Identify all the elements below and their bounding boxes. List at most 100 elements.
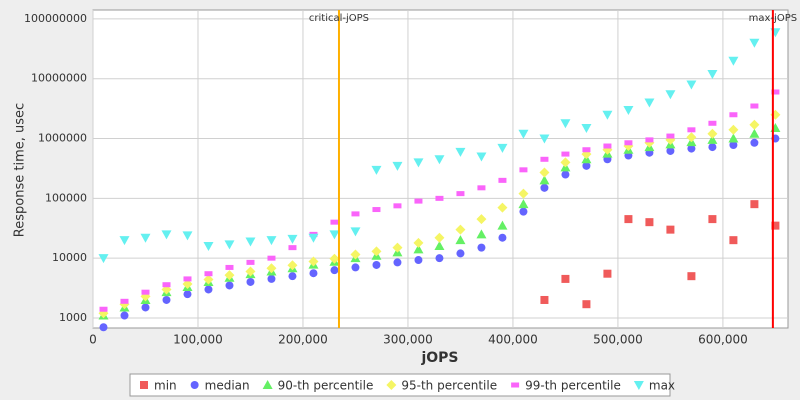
y-tick-label: 100000: [45, 191, 87, 204]
legend-marker: [190, 381, 199, 389]
point: [266, 263, 277, 274]
point: [456, 191, 465, 197]
point: [455, 224, 466, 235]
point: [287, 234, 298, 244]
point: [561, 170, 570, 179]
point: [749, 128, 760, 138]
point: [308, 256, 319, 267]
point: [246, 277, 255, 286]
point: [455, 235, 466, 245]
point: [351, 211, 360, 217]
legend-label: min: [154, 379, 177, 393]
point: [708, 215, 717, 224]
point: [288, 245, 297, 251]
point: [99, 323, 108, 332]
point: [203, 274, 214, 285]
point: [666, 146, 675, 155]
point: [729, 236, 738, 245]
point: [413, 158, 424, 168]
point: [266, 236, 277, 246]
point: [329, 230, 340, 240]
point: [246, 259, 255, 265]
point: [225, 264, 234, 270]
point: [749, 119, 760, 130]
legend-marker: [386, 380, 397, 390]
point: [350, 227, 361, 237]
point: [771, 221, 780, 230]
point: [728, 124, 739, 135]
legend-label: 90-th percentile: [278, 379, 374, 393]
point: [120, 298, 129, 304]
point: [476, 229, 487, 239]
point: [372, 207, 381, 213]
point: [434, 232, 445, 243]
point: [582, 300, 591, 309]
point: [434, 240, 445, 250]
point: [182, 278, 193, 289]
point: [665, 90, 676, 100]
point: [287, 260, 298, 271]
point: [371, 165, 382, 175]
point: [183, 290, 192, 299]
point: [749, 38, 760, 48]
point: [687, 144, 696, 153]
point: [645, 137, 654, 143]
point: [329, 253, 340, 264]
plot-area: [92, 9, 789, 329]
x-tick-label: 500,000: [593, 333, 643, 347]
point: [519, 167, 528, 173]
point: [666, 133, 675, 139]
point: [623, 106, 634, 116]
point: [141, 289, 150, 295]
point: [434, 155, 445, 165]
point: [497, 143, 508, 153]
x-tick-label: 400,000: [488, 333, 538, 347]
legend: [129, 373, 671, 397]
point: [476, 152, 487, 162]
point: [225, 281, 234, 290]
point: [141, 303, 150, 312]
x-tick-label: 100,000: [173, 333, 223, 347]
y-tick-label: 10000000: [31, 72, 87, 85]
y-tick-label: 1000: [59, 311, 87, 324]
point: [729, 112, 738, 118]
legend-marker: [140, 381, 148, 389]
point: [98, 254, 109, 264]
point: [435, 195, 444, 201]
point: [603, 269, 612, 278]
point: [729, 141, 738, 150]
point: [245, 266, 256, 277]
point: [518, 188, 529, 199]
point: [414, 198, 423, 204]
point: [350, 249, 361, 260]
point: [686, 80, 697, 90]
x-tick-label: 0: [89, 333, 97, 347]
point: [224, 270, 235, 281]
point: [477, 185, 486, 191]
point: [707, 134, 718, 144]
point: [99, 306, 108, 312]
x-tick-label: 600,000: [698, 333, 748, 347]
point: [561, 151, 570, 157]
point: [267, 255, 276, 261]
point: [750, 138, 759, 147]
point: [308, 233, 319, 243]
point: [707, 70, 718, 80]
point: [750, 103, 759, 109]
point: [540, 156, 549, 162]
legend-marker: [633, 381, 644, 390]
point: [161, 230, 172, 240]
point: [455, 147, 466, 157]
point: [140, 233, 151, 243]
point: [728, 56, 739, 66]
annotation-label: critical-jOPS: [309, 13, 369, 24]
point: [518, 129, 529, 139]
point: [497, 220, 508, 230]
point: [162, 282, 171, 288]
point: [708, 120, 717, 126]
point: [560, 157, 571, 168]
point: [414, 256, 423, 265]
point: [666, 225, 675, 234]
point: [224, 240, 235, 250]
legend-label: 95-th percentile: [401, 379, 497, 393]
